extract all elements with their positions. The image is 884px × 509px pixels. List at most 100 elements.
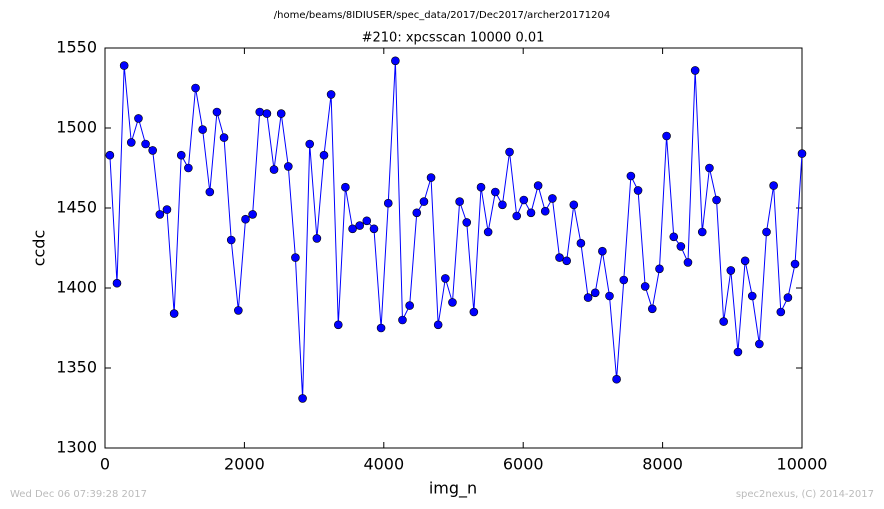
y-tick-label: 1400 xyxy=(56,278,97,297)
data-point xyxy=(512,211,522,221)
data-point xyxy=(755,339,764,349)
data-point xyxy=(383,198,393,208)
data-point xyxy=(690,66,700,75)
data-point xyxy=(148,146,157,155)
data-point xyxy=(319,150,329,160)
data-point xyxy=(369,224,379,234)
data-point xyxy=(362,216,372,226)
data-point xyxy=(548,194,557,203)
data-point xyxy=(712,195,721,205)
data-point xyxy=(184,163,193,173)
data-point xyxy=(740,256,750,266)
data-point xyxy=(298,394,307,403)
data-point xyxy=(191,83,200,93)
data-point xyxy=(412,208,422,218)
y-tick-label: 1350 xyxy=(56,358,97,377)
data-point xyxy=(462,218,472,227)
y-axis-label: ccdc xyxy=(30,230,49,267)
data-point xyxy=(498,200,507,210)
data-point xyxy=(326,90,336,99)
x-tick-label: 10000 xyxy=(777,455,828,474)
data-point xyxy=(291,253,300,262)
data-point xyxy=(155,210,165,219)
data-point xyxy=(433,320,443,330)
data-point xyxy=(355,221,364,230)
x-tick-label: 2000 xyxy=(224,455,265,474)
data-point xyxy=(448,298,457,307)
data-point xyxy=(205,187,215,197)
data-point xyxy=(276,109,286,118)
data-point xyxy=(483,227,493,237)
data-point xyxy=(198,125,207,134)
data-point xyxy=(683,258,693,267)
data-point xyxy=(612,374,621,384)
data-point xyxy=(747,291,757,301)
data-point xyxy=(234,306,243,315)
footer-left: Wed Dec 06 07:39:28 2017 xyxy=(10,489,147,500)
chart-header: /home/beams/8IDIUSER/spec_data/2017/Dec2… xyxy=(274,10,610,21)
data-point xyxy=(726,266,736,275)
data-point xyxy=(284,162,293,171)
y-tick-label: 1550 xyxy=(56,38,97,57)
data-point xyxy=(248,210,257,219)
data-point xyxy=(669,232,679,242)
data-point xyxy=(134,114,143,123)
data-point xyxy=(162,205,172,214)
data-point xyxy=(569,200,579,210)
data-point xyxy=(269,165,279,174)
x-tick-label: 0 xyxy=(100,455,110,474)
data-point xyxy=(255,107,265,117)
data-point xyxy=(797,149,807,158)
data-point xyxy=(348,224,357,234)
data-point xyxy=(119,61,129,70)
data-point xyxy=(676,242,686,251)
data-point xyxy=(312,234,322,243)
chart-title: #210: xpcsscan 10000 0.01 xyxy=(362,31,545,46)
data-point xyxy=(469,307,479,317)
data-point xyxy=(576,238,586,248)
data-point xyxy=(333,320,343,330)
data-point xyxy=(176,150,186,160)
data-point xyxy=(105,150,115,160)
data-point xyxy=(376,323,386,333)
footer-right: spec2nexus, (C) 2014-2017 xyxy=(736,489,874,500)
data-point xyxy=(226,235,236,245)
data-point xyxy=(505,147,514,157)
data-point xyxy=(398,315,407,325)
data-point xyxy=(790,259,800,269)
data-point xyxy=(562,256,571,266)
data-point xyxy=(583,293,593,302)
data-point xyxy=(705,163,714,173)
data-point xyxy=(598,246,607,256)
y-tick-label: 1500 xyxy=(56,118,97,137)
data-point xyxy=(626,171,636,181)
data-point xyxy=(426,173,436,182)
data-point xyxy=(341,182,350,192)
data-point xyxy=(540,206,550,216)
x-tick-label: 4000 xyxy=(363,455,404,474)
data-point xyxy=(733,347,743,357)
data-point xyxy=(526,208,536,218)
data-point xyxy=(219,133,229,142)
data-point xyxy=(776,307,786,317)
data-point xyxy=(262,109,272,118)
plot-frame xyxy=(104,47,803,449)
data-point xyxy=(633,186,643,195)
data-point xyxy=(419,197,429,206)
data-point xyxy=(697,227,707,237)
data-point xyxy=(126,138,136,147)
x-axis-label: img_n xyxy=(429,479,477,499)
data-point xyxy=(455,197,464,206)
data-point xyxy=(590,288,600,298)
data-point xyxy=(519,195,529,205)
data-point xyxy=(405,301,414,310)
data-point xyxy=(769,181,778,190)
data-point xyxy=(647,304,657,314)
data-point xyxy=(555,253,564,262)
data-point xyxy=(391,56,400,66)
data-point xyxy=(169,309,179,318)
data-point xyxy=(491,187,500,197)
data-point xyxy=(141,139,150,149)
y-tick-label: 1300 xyxy=(56,438,97,457)
